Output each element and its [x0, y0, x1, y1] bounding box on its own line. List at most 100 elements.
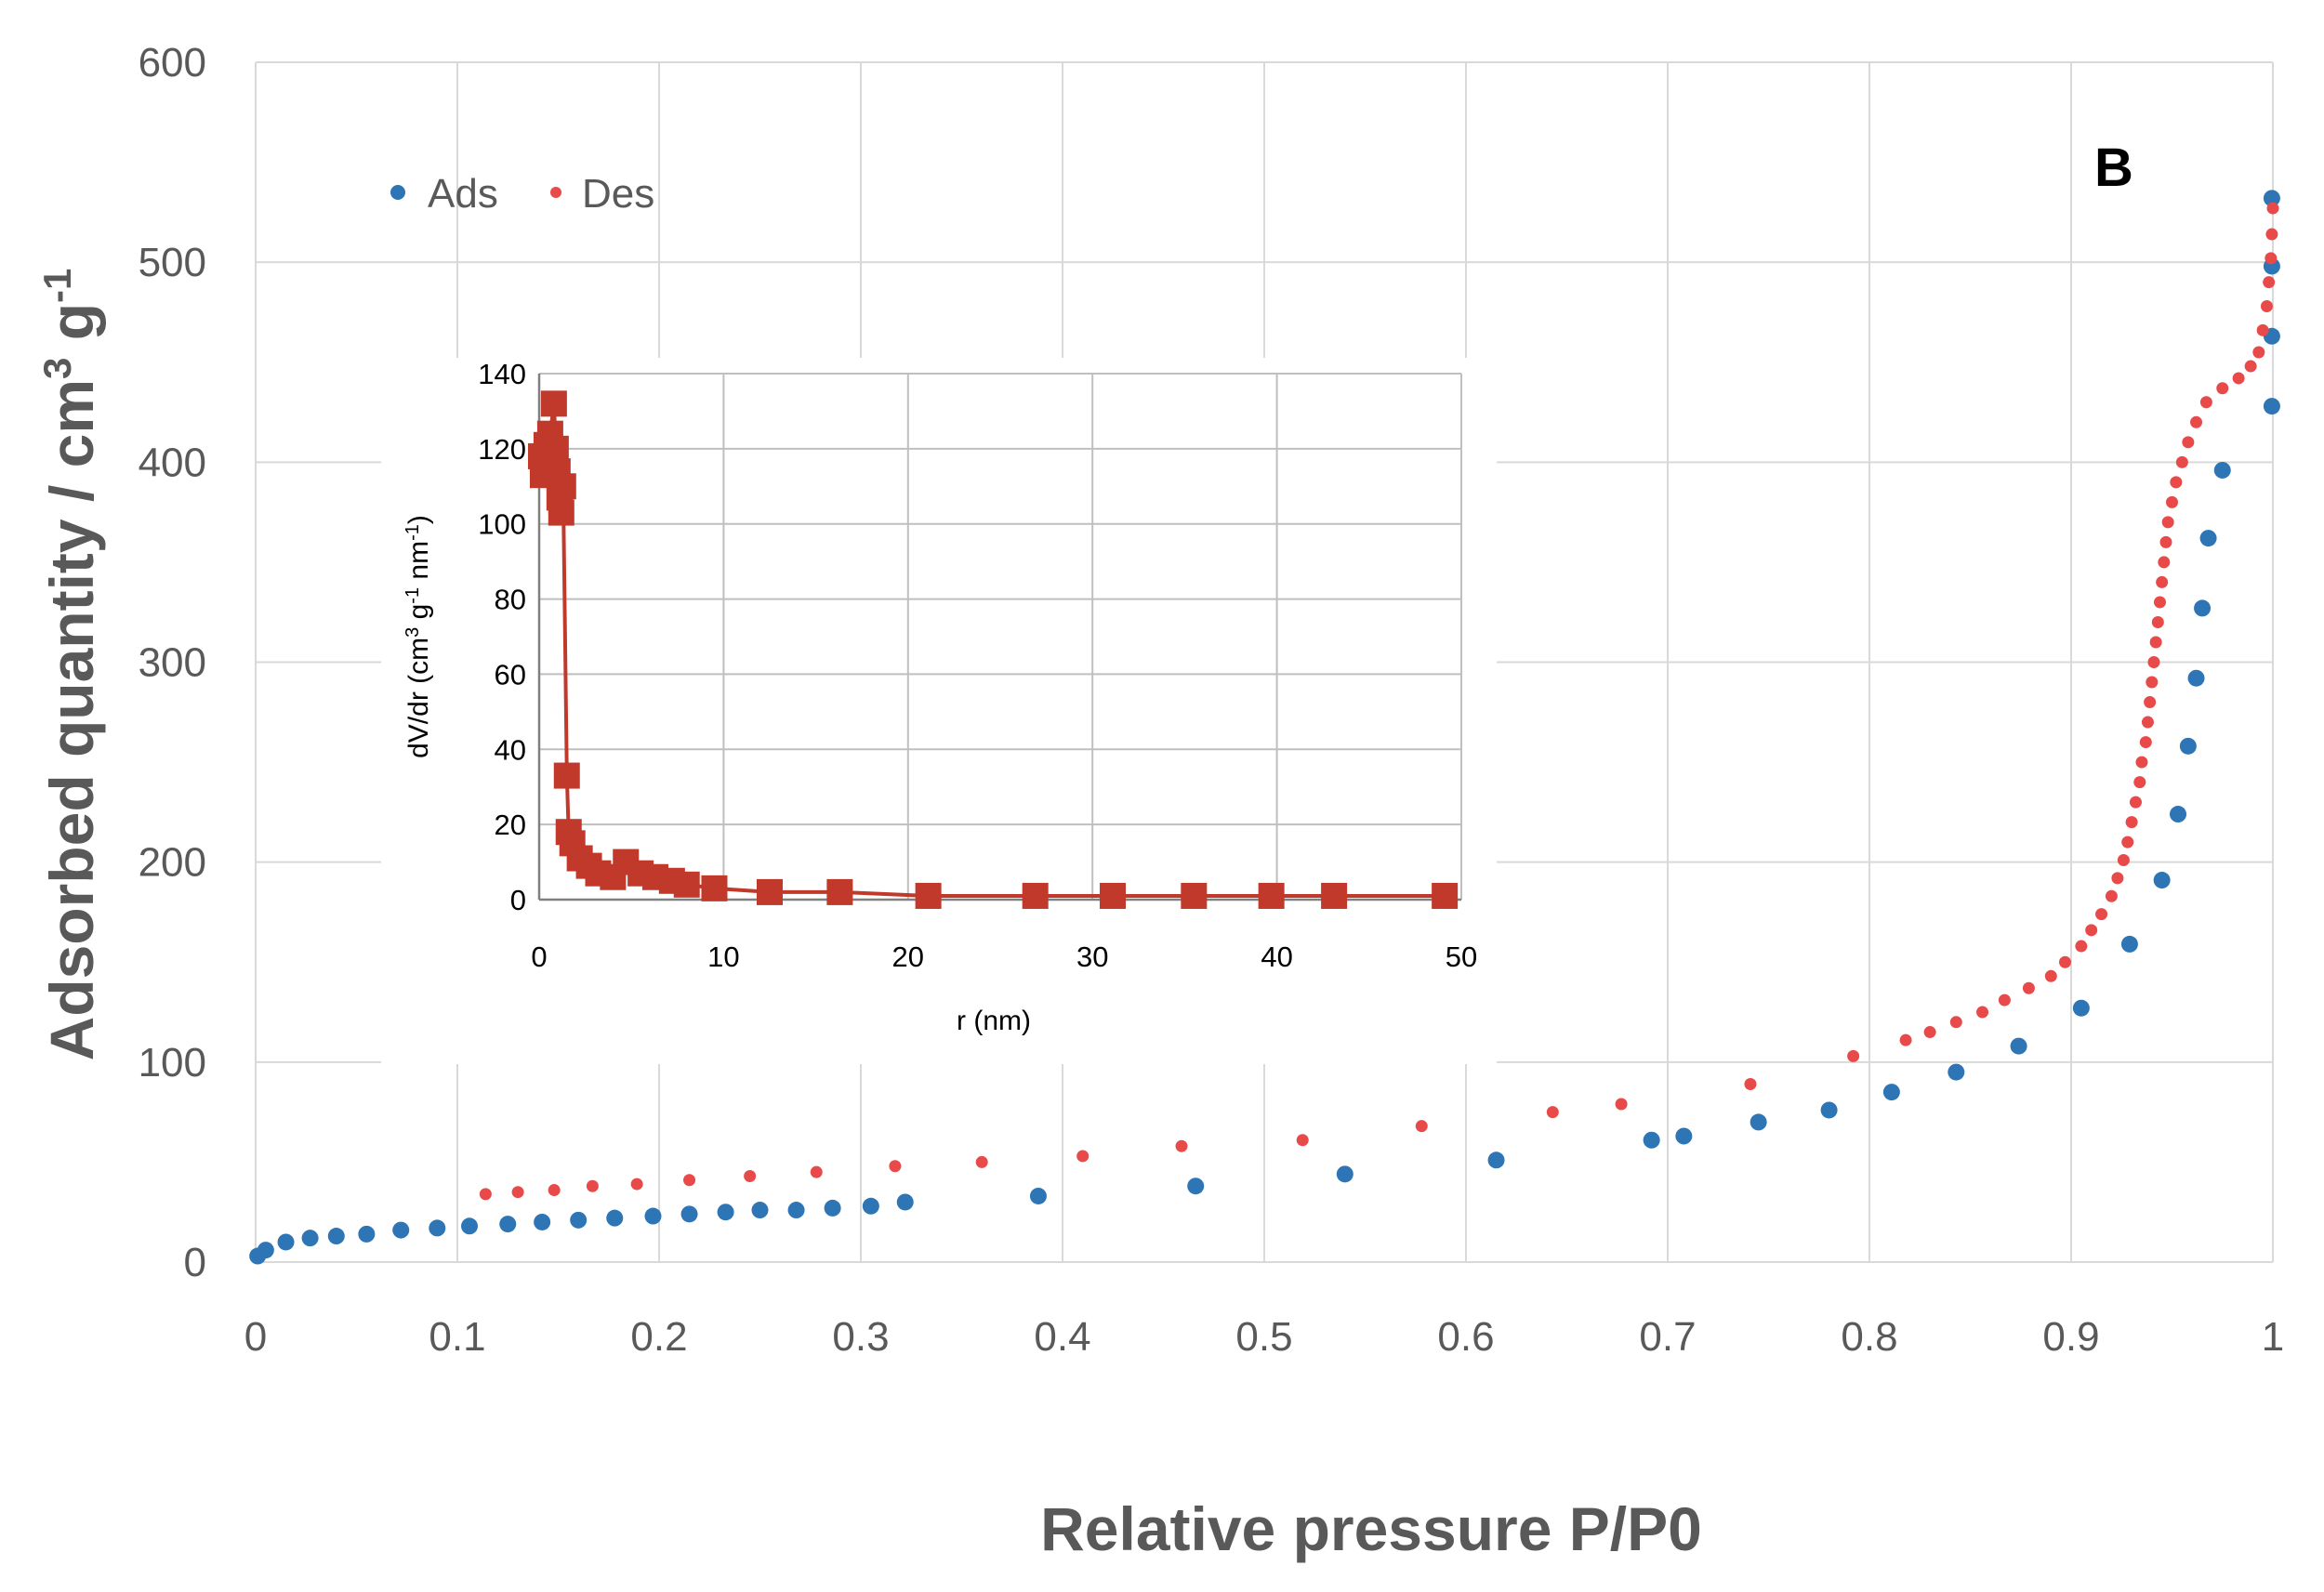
des-point: [2232, 372, 2245, 385]
ads-point: [2120, 935, 2138, 953]
ads-point: [358, 1225, 376, 1243]
des-point: [2266, 202, 2279, 215]
inset-chart: 0 20 40 60 80 100 120 140 0 10 20 30 40 50 r (nm) dV…: [381, 358, 1497, 1064]
ads-point: [570, 1211, 588, 1229]
ads-point: [277, 1233, 295, 1251]
ads-point: [257, 1242, 274, 1259]
des-point: [2147, 656, 2160, 668]
des-point: [1998, 993, 2011, 1007]
main-x-tick-labels: 0 0.1 0.2 0.3 0.4 0.5 0.6 0.7 0.8 0.9 1: [244, 1314, 2284, 1360]
x-tick-label: 1: [2262, 1314, 2284, 1360]
des-point: [1976, 1006, 1989, 1019]
main-data-series: [249, 190, 2280, 1265]
des-point: [2265, 252, 2278, 265]
x-tick-label: 0.5: [1235, 1314, 1292, 1360]
ads-point: [2187, 669, 2205, 687]
des-point: [2135, 756, 2148, 769]
des-point: [479, 1188, 492, 1201]
des-point: [2146, 676, 2159, 689]
des-point: [2121, 835, 2134, 849]
inset-y-tick-label: 80: [495, 584, 526, 616]
des-point: [630, 1178, 643, 1191]
inset-y-tick-label: 60: [495, 658, 526, 691]
ads-point: [862, 1197, 879, 1215]
des-point: [1175, 1139, 1188, 1152]
ads-point: [327, 1228, 345, 1245]
des-point: [2161, 516, 2174, 529]
des-point: [586, 1179, 599, 1192]
ads-point: [644, 1207, 662, 1225]
des-point: [2166, 495, 2178, 508]
y-tick-label: 100: [139, 1040, 206, 1085]
ads-point: [1187, 1178, 1205, 1195]
des-point: [2139, 736, 2152, 749]
ads-point: [2010, 1037, 2027, 1055]
main-y-tick-labels: 0 100 200 300 400 500 600: [139, 40, 206, 1285]
inset-x-tick-label: 50: [1446, 941, 1477, 973]
inset-point: [1321, 882, 1348, 909]
inset-point: [915, 882, 942, 909]
des-point: [2156, 575, 2169, 588]
des-point: [2256, 323, 2269, 336]
des-point: [2265, 228, 2278, 241]
inset-point: [757, 878, 783, 905]
ads-point: [1882, 1084, 1900, 1101]
inset-point: [542, 435, 569, 462]
inset-x-tick-labels: 0 10 20 30 40 50: [531, 941, 1477, 973]
des-point: [548, 1184, 561, 1197]
inset-point: [673, 871, 700, 898]
inset-x-axis-title: r (nm): [957, 1006, 1031, 1036]
ads-point: [2072, 999, 2090, 1017]
inset-y-axis-title: dV/dr (cm3 g-1 nm-1): [403, 515, 434, 758]
ads-point: [1750, 1113, 1767, 1131]
inset-x-tick-label: 20: [892, 941, 924, 973]
des-point: [2133, 776, 2146, 789]
inset-point: [701, 875, 728, 901]
ads-point: [680, 1205, 698, 1223]
inset-y-tick-label: 100: [478, 508, 526, 541]
legend: Ads Des: [390, 171, 654, 217]
des-point: [1296, 1134, 1309, 1147]
inset-point: [540, 390, 567, 417]
inset-y-tick-label: 120: [478, 433, 526, 466]
inset-point: [549, 473, 576, 500]
des-point: [1076, 1150, 1089, 1163]
ads-point: [2194, 599, 2212, 617]
ads-point: [606, 1209, 624, 1227]
des-point: [810, 1165, 823, 1178]
legend-ads-marker: [390, 185, 405, 200]
des-point: [2095, 908, 2108, 921]
ads-point: [751, 1202, 769, 1219]
ads-point: [301, 1230, 319, 1247]
inset-point: [1181, 882, 1208, 909]
inset-y-tick-labels: 0 20 40 60 80 100 120 140: [478, 358, 526, 916]
inset-y-tick-label: 140: [478, 358, 526, 390]
ads-point: [1948, 1063, 1965, 1081]
des-point: [1615, 1098, 1628, 1111]
x-tick-label: 0.9: [2042, 1314, 2099, 1360]
des-point: [2129, 796, 2142, 809]
x-tick-label: 0: [244, 1314, 267, 1360]
des-point: [2263, 276, 2276, 289]
des-point: [2141, 716, 2154, 729]
des-point: [2153, 596, 2166, 609]
ads-point: [2263, 190, 2280, 207]
inset-gridlines: [537, 373, 1462, 901]
des-point: [511, 1186, 524, 1199]
inset-point: [826, 878, 853, 905]
inset-x-tick-label: 30: [1076, 941, 1108, 973]
ads-point: [499, 1216, 517, 1233]
ads-point: [1336, 1165, 1353, 1183]
des-point: [1923, 1026, 1936, 1039]
y-tick-label: 200: [139, 840, 206, 886]
y-tick-label: 600: [139, 40, 206, 86]
ads-point: [1675, 1127, 1693, 1145]
panel-label: B: [2094, 138, 2133, 198]
des-point: [2216, 382, 2229, 395]
inset-data-series: [527, 390, 1459, 909]
des-point: [2144, 696, 2157, 709]
inset-y-tick-label: 20: [495, 809, 526, 841]
x-tick-label: 0.8: [1841, 1314, 1897, 1360]
y-tick-label: 500: [139, 240, 206, 285]
